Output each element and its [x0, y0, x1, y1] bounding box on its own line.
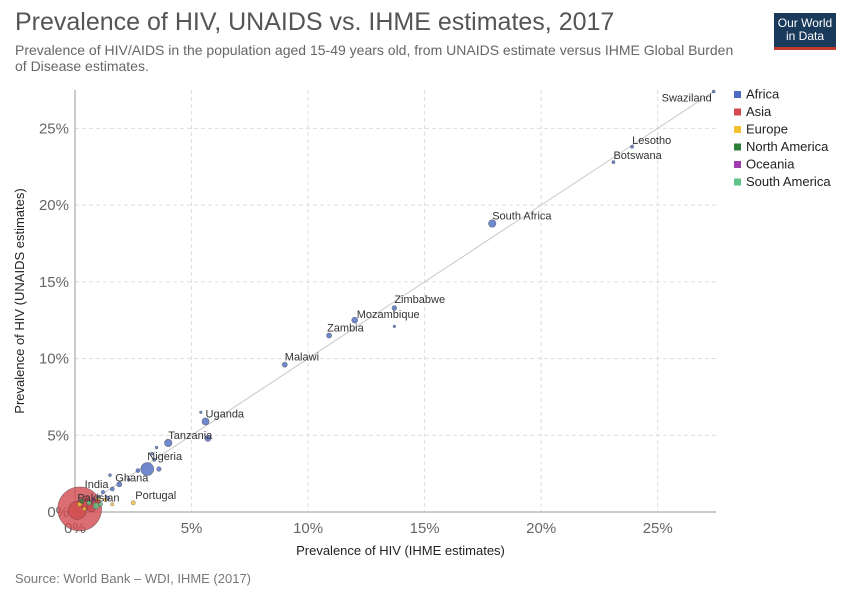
legend-item[interactable]: Europe	[734, 122, 788, 137]
legend-item[interactable]: South America	[734, 174, 831, 189]
point-label: Zambia	[327, 323, 365, 335]
x-tick-label: 15%	[410, 520, 440, 537]
data-point	[351, 316, 359, 324]
data-point	[135, 468, 141, 473]
data-point	[204, 434, 212, 442]
data-point	[630, 144, 634, 149]
legend-swatch	[734, 108, 741, 116]
x-tick-label: 10%	[293, 520, 323, 537]
data-point	[98, 502, 103, 507]
data-point	[152, 457, 157, 462]
legend-swatch	[734, 143, 741, 151]
point-label: Pakistan	[77, 492, 119, 504]
point-label: South Africa	[492, 211, 552, 223]
source-note: Source: World Bank – WDI, IHME (2017)	[15, 571, 252, 586]
chart-subtitle: Prevalence of HIV/AIDS in the population…	[15, 42, 734, 74]
data-point	[611, 160, 616, 165]
reference-line	[74, 91, 714, 513]
chart-title: Prevalence of HIV, UNAIDS vs. IHME estim…	[15, 8, 615, 36]
data-point	[116, 481, 123, 488]
legend-item[interactable]: Asia	[734, 104, 772, 119]
legend-item[interactable]: Oceania	[734, 157, 795, 172]
data-point	[82, 506, 87, 512]
point-label: Mozambique	[357, 309, 420, 321]
data-point	[326, 332, 332, 339]
data-point	[130, 500, 136, 506]
data-point	[711, 89, 716, 94]
point-label: India	[85, 479, 110, 491]
legend-swatch	[734, 161, 741, 168]
data-point	[109, 486, 115, 492]
y-axis-title: Prevalence of HIV (UNAIDS estimates)	[12, 188, 27, 413]
our-world-in-data-logo[interactable]: Our World in Data	[774, 13, 836, 50]
data-point	[96, 494, 101, 499]
point-label: Lesotho	[632, 135, 671, 147]
data-point	[156, 466, 162, 472]
data-point	[86, 500, 92, 506]
data-point	[164, 438, 173, 448]
legend-label: Asia	[746, 104, 772, 119]
x-axis-title: Prevalence of HIV (IHME estimates)	[296, 543, 505, 558]
data-point	[110, 502, 115, 507]
data-point	[154, 445, 159, 450]
point-label: Portugal	[135, 490, 176, 502]
data-point	[199, 410, 203, 414]
data-point	[126, 477, 131, 482]
data-point	[100, 489, 106, 495]
legend-label: North America	[746, 139, 829, 154]
x-tick-label: 25%	[643, 520, 673, 537]
y-tick-label: 25%	[39, 120, 69, 137]
data-point	[140, 462, 155, 476]
legend-swatch	[734, 126, 741, 133]
logo-line-1: Our World	[777, 16, 833, 30]
legend-swatch	[734, 178, 741, 186]
y-tick-label: 10%	[39, 351, 69, 368]
point-label: Swaziland	[662, 93, 712, 105]
data-point	[281, 361, 288, 368]
point-label: Nigeria	[147, 451, 183, 463]
data-point	[108, 473, 112, 477]
x-tick-label: 5%	[181, 520, 203, 537]
legend-label: Oceania	[746, 157, 795, 172]
legend-label: Africa	[746, 87, 780, 102]
data-point	[488, 219, 497, 228]
y-tick-label: 20%	[39, 197, 69, 214]
legend-item[interactable]: Africa	[734, 87, 780, 102]
logo-line-2: in Data	[785, 29, 825, 43]
data-point	[103, 497, 108, 502]
data-point	[79, 498, 85, 504]
data-point	[201, 417, 210, 426]
data-point	[391, 305, 398, 311]
data-point	[392, 324, 396, 328]
point-label: Zimbabwe	[394, 294, 445, 306]
point-label: Botswana	[613, 150, 662, 162]
data-point	[150, 451, 154, 456]
legend-item[interactable]: North America	[734, 139, 829, 154]
data-point	[91, 497, 96, 502]
x-tick-label: 20%	[526, 520, 556, 537]
point-label: Malawi	[285, 352, 319, 364]
data-point	[83, 495, 90, 502]
point-label: Uganda	[206, 408, 245, 420]
legend-label: South America	[746, 174, 831, 189]
legend-label: Europe	[746, 122, 788, 137]
legend-swatch	[734, 91, 741, 98]
point-label: Ghana	[115, 472, 149, 484]
y-tick-label: 5%	[47, 427, 69, 444]
point-label: Tanzania	[168, 430, 213, 442]
y-tick-label: 15%	[39, 274, 69, 291]
